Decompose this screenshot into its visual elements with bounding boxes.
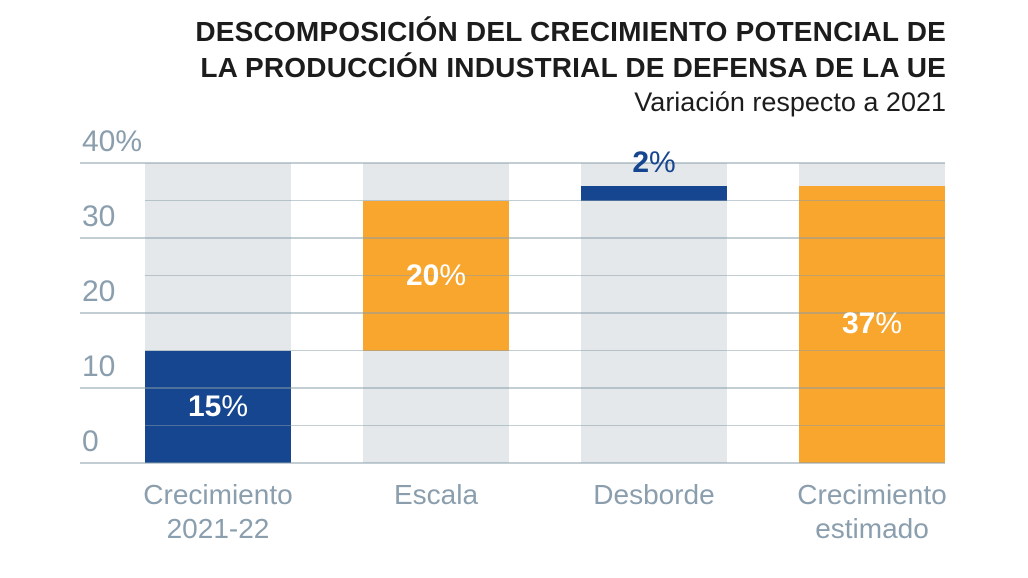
- bar-value-percent-sign: %: [439, 258, 467, 292]
- bar-segment: [145, 350, 291, 463]
- x-category-label-line: Desborde: [593, 479, 715, 510]
- bar-value-percent-sign: %: [649, 145, 676, 179]
- plot-area: 15% 20% 2% 37%: [80, 146, 945, 464]
- x-category-label-line: Crecimiento: [797, 479, 947, 510]
- bar-segment: [581, 185, 727, 201]
- x-category-label: Crecimiento 2021-22: [103, 478, 333, 546]
- bar-value-label: 2%: [581, 144, 727, 182]
- gridline-major: [80, 237, 945, 239]
- title-line-1: DESCOMPOSICIÓN DEL CRECIMIENTO POTENCIAL…: [195, 16, 946, 47]
- x-category-label: Desborde: [539, 478, 769, 512]
- x-category-label-line: 2021-22: [166, 513, 270, 544]
- gridline-major: [80, 312, 945, 314]
- bar-value-label: 37%: [799, 305, 945, 343]
- chart-subtitle: Variación respecto a 2021: [634, 87, 946, 117]
- y-tick-label: 10: [82, 350, 116, 383]
- gridline-major: [80, 162, 945, 164]
- gridline-minor: [145, 199, 945, 202]
- x-category-label-line: Escala: [393, 479, 479, 510]
- bar-value-number: 20: [405, 258, 440, 292]
- gridline-major: [80, 462, 945, 464]
- bar-segment: [799, 185, 945, 463]
- chart-title: DESCOMPOSICIÓN DEL CRECIMIENTO POTENCIAL…: [195, 14, 946, 119]
- y-tick-label: 20: [82, 275, 116, 308]
- bar-value-label: 20%: [363, 257, 509, 295]
- x-category-label-line: estimado: [815, 513, 929, 544]
- bar-value-number: 2: [632, 145, 649, 179]
- bar-value-label: 15%: [145, 388, 291, 426]
- y-tick-label: 40%: [82, 125, 143, 158]
- y-tick-label: 30: [82, 200, 116, 233]
- gridline-major: [80, 387, 945, 389]
- x-category-label: Escala: [321, 478, 551, 512]
- title-line-2: LA PRODUCCIÓN INDUSTRIAL DE DEFENSA DE L…: [200, 52, 946, 83]
- x-category-label-line: Crecimiento: [143, 479, 293, 510]
- gridline-minor: [145, 349, 945, 352]
- bar-value-number: 15: [187, 389, 222, 423]
- bar-value-number: 37: [841, 307, 876, 341]
- gridline-minor: [145, 424, 945, 427]
- gridline-minor: [145, 274, 945, 277]
- y-tick-label: 0: [82, 425, 99, 458]
- bar-value-percent-sign: %: [221, 389, 249, 423]
- x-category-label: Crecimiento estimado: [757, 478, 987, 546]
- bar-value-percent-sign: %: [875, 307, 903, 341]
